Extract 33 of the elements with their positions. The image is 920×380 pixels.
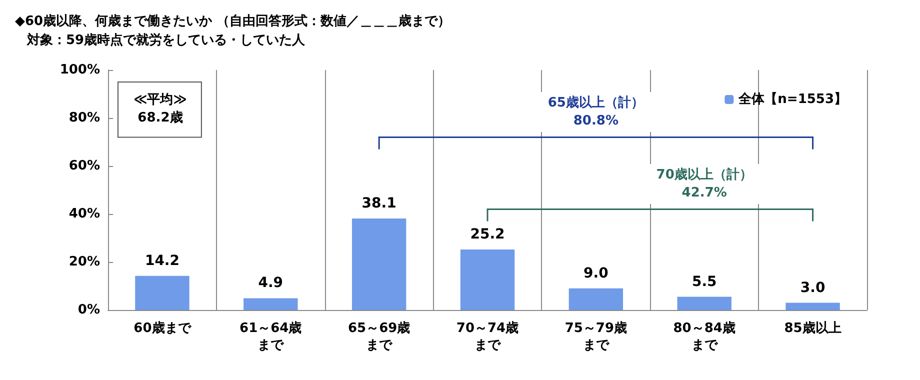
x-tick-label: 70～74歳まで [456, 321, 519, 353]
annotation: 65歳以上（計） 80.8% [548, 94, 644, 128]
chart-subtitle: 対象：59歳時点で就労をしている・していた人 [26, 32, 306, 48]
data-label: 4.9 [258, 275, 284, 292]
x-tick-label: 60歳まで [134, 321, 192, 336]
bar [352, 218, 406, 310]
bar [786, 302, 840, 310]
x-tick-label: 65～69歳まで [348, 321, 410, 353]
bar [135, 276, 190, 310]
bar [568, 288, 624, 310]
y-tick-label: 100% [60, 62, 100, 78]
y-tick-label: 60% [68, 158, 100, 174]
y-tick-label: 20% [68, 254, 100, 270]
bar [244, 298, 298, 310]
data-label: 14.2 [144, 252, 180, 269]
x-tick-label: 61～64歳まで [240, 321, 302, 353]
data-label: 38.1 [362, 196, 396, 212]
y-tick-label: 40% [68, 206, 100, 222]
x-tick-label: 80～84歳まで [673, 321, 736, 353]
data-label: 25.2 [470, 226, 505, 243]
y-tick-label: 0% [78, 302, 100, 318]
chart-title: ◆60歳以降、何歳まで働きたいか （自由回答形式：数値／＿＿＿歳まで） [15, 13, 451, 29]
annotation: 70歳以上（計） 42.7% [656, 166, 752, 200]
bar [677, 296, 732, 310]
legend-label: 全体【n=1553】 [738, 91, 848, 107]
y-tick-label: 80% [68, 110, 100, 126]
x-tick-label: 85歳以上 [784, 321, 842, 336]
bar [460, 250, 515, 310]
data-label: 5.5 [692, 274, 717, 290]
data-label: 3.0 [800, 280, 826, 296]
annotation: ≪平均≫ 68.2歳 [134, 92, 187, 126]
data-label: 9.0 [584, 265, 609, 282]
x-tick-label: 75～79歳まで [564, 321, 628, 353]
